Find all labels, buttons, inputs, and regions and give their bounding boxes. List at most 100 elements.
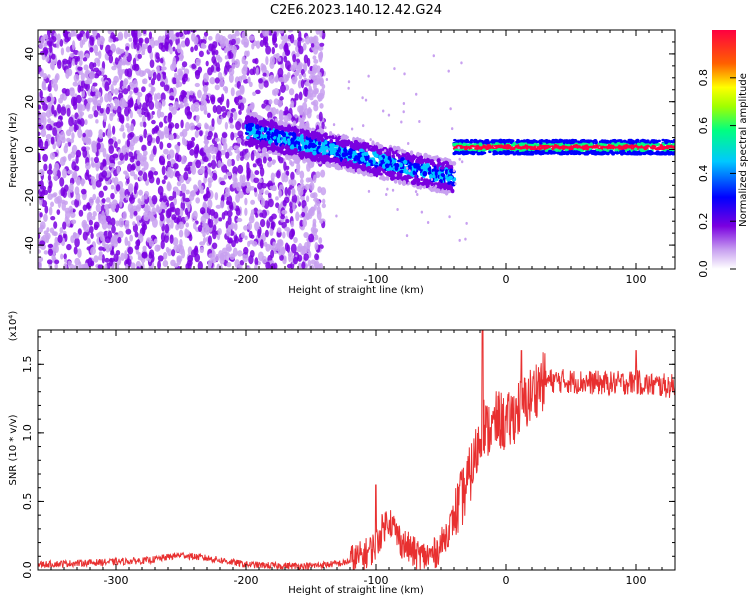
- heat-cell: [448, 160, 453, 166]
- heat-cell: [128, 151, 134, 158]
- heat-cell: [156, 204, 160, 212]
- heat-cell: [120, 114, 125, 125]
- heat-cell: [418, 184, 423, 190]
- heat-cell: [186, 30, 191, 35]
- heat-cell: [176, 244, 183, 253]
- heat-cell: [250, 122, 255, 127]
- heat-cell: [215, 253, 220, 262]
- heat-cell: [119, 189, 123, 196]
- heat-cell: [40, 128, 47, 138]
- heat-cell: [46, 259, 53, 265]
- heat-cell: [160, 239, 165, 250]
- heat-cell: [250, 209, 255, 215]
- heat-cell: [163, 233, 169, 244]
- heat-cell: [290, 171, 295, 181]
- heat-cell: [311, 127, 315, 132]
- heat-cell: [239, 102, 245, 111]
- heat-cell: [427, 154, 432, 159]
- heat-cell: [209, 76, 216, 85]
- heat-cell: [97, 254, 103, 261]
- heat-cell: [231, 57, 235, 64]
- heat-cell: [378, 156, 383, 161]
- heat-cell: [436, 163, 441, 167]
- heat-cell: [356, 141, 360, 146]
- heat-cell: [230, 131, 235, 141]
- heat-cell: [246, 167, 251, 176]
- heat-cell: [237, 164, 244, 175]
- heat-cell: [248, 230, 253, 239]
- heat-cell: [72, 232, 77, 237]
- heat-cell: [194, 69, 201, 76]
- heat-cell: [168, 134, 175, 140]
- heat-cell: [228, 67, 235, 76]
- heat-cell: [241, 56, 246, 65]
- heat-cell: [388, 151, 392, 156]
- heat-cell: [284, 42, 289, 52]
- heat-cell: [230, 87, 235, 97]
- heat-cell: [392, 159, 397, 164]
- heat-cell: [130, 30, 136, 37]
- heat-cell: [215, 66, 221, 72]
- heat-cell: [342, 158, 348, 163]
- heat-cell: [295, 211, 300, 222]
- heat-cell: [191, 63, 197, 70]
- heat-cell: [88, 129, 93, 138]
- heat-cell: [288, 253, 292, 263]
- heat-cell: [42, 73, 48, 80]
- heat-cell: [244, 207, 248, 217]
- heat-cell: [94, 57, 100, 64]
- heat-cell: [68, 116, 74, 127]
- heat-cell: [98, 190, 104, 198]
- heat-cell: [132, 221, 136, 227]
- heat-cell: [226, 210, 233, 218]
- heat-cell: [41, 80, 47, 89]
- heat-cell: [141, 70, 146, 76]
- heat-cell: [38, 152, 41, 163]
- heat-cell: [259, 212, 264, 218]
- heat-cell: [354, 155, 359, 160]
- heat-cell: [237, 130, 244, 137]
- heat-cell: [93, 221, 100, 229]
- heat-cell: [150, 78, 156, 86]
- heat-cell: [313, 58, 319, 64]
- heat-cell: [393, 179, 398, 184]
- heat-cell: [187, 145, 191, 150]
- heat-cell: [90, 246, 96, 255]
- heat-cell: [165, 246, 170, 253]
- heat-cell: [267, 111, 273, 119]
- heat-cell: [57, 136, 62, 145]
- heat-cell: [304, 183, 311, 191]
- heat-cell: [250, 101, 255, 112]
- heat-cell: [275, 202, 280, 209]
- heat-cell: [122, 132, 126, 139]
- heat-cell: [320, 169, 326, 178]
- heat-cell: [277, 239, 283, 245]
- heat-cell: [240, 74, 247, 80]
- heat-cell: [275, 108, 279, 115]
- heat-cell: [49, 125, 53, 131]
- heat-cell: [105, 207, 110, 217]
- heat-cell: [210, 64, 215, 73]
- heat-cell: [55, 121, 62, 129]
- heat-cell: [319, 103, 324, 109]
- heat-cell: [119, 97, 126, 107]
- heat-cell: [256, 115, 262, 120]
- heat-cell: [211, 258, 217, 264]
- heat-cell: [242, 252, 249, 263]
- heat-cell: [122, 88, 129, 95]
- heat-cell: [63, 253, 67, 260]
- heat-cell: [296, 133, 300, 137]
- heat-cell: [420, 165, 425, 170]
- heat-cell: [212, 105, 217, 114]
- heat-cell: [264, 190, 270, 195]
- heat-cell: [327, 135, 333, 139]
- heat-cell: [145, 204, 151, 214]
- heat-cell: [98, 246, 104, 251]
- heat-cell: [40, 112, 47, 118]
- heat-cell: [259, 239, 264, 249]
- heat-cell: [233, 145, 240, 150]
- heat-cell: [227, 215, 232, 226]
- heat-cell: [217, 143, 222, 152]
- heat-cell: [344, 152, 349, 157]
